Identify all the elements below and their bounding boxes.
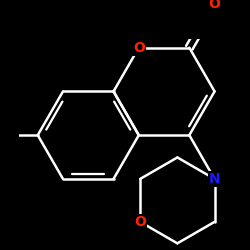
Text: O: O	[134, 215, 146, 229]
Text: N: N	[209, 172, 220, 186]
Text: O: O	[133, 41, 145, 55]
Text: O: O	[209, 0, 220, 11]
